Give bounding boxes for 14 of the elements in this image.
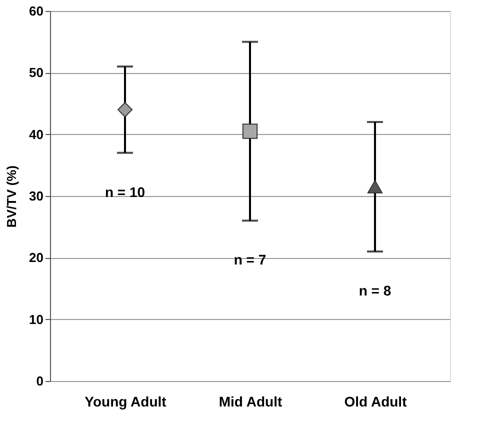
y-tick-label: 40	[29, 126, 44, 142]
x-tick-label: Old Adult	[344, 394, 408, 410]
y-tick-label: 30	[29, 188, 44, 204]
y-axis-title: BV/TV (%)	[4, 165, 20, 228]
y-tick-label: 60	[29, 4, 44, 18]
y-tick-label: 10	[29, 312, 44, 327]
annotation: n = 7	[234, 252, 266, 268]
annotation: n = 10	[104, 184, 146, 200]
y-tick-label: 20	[29, 250, 44, 266]
y-tick-label: 50	[29, 65, 44, 80]
x-tick-label: Mid Adult	[218, 394, 282, 410]
x-tick-label: Young Adult	[84, 394, 167, 410]
annotation: n = 8	[358, 282, 392, 298]
y-tick-label: 0	[36, 374, 44, 388]
